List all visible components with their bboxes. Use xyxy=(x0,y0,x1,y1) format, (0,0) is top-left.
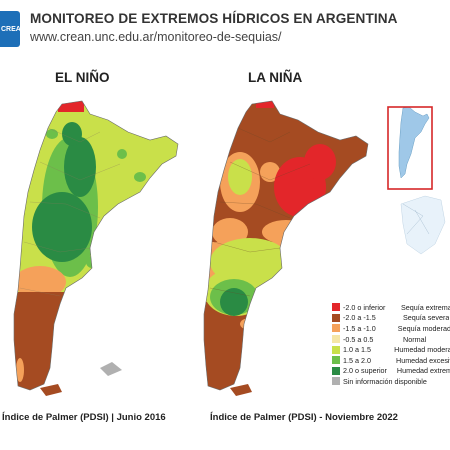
legend-swatch xyxy=(332,377,340,386)
legend-range: -2.0 o inferior xyxy=(343,302,386,312)
legend-swatch xyxy=(332,303,340,312)
legend-item: -2.0 o inferior Sequía extrema xyxy=(332,302,450,313)
legend-item: -1.5 a -1.0 Sequía moderada xyxy=(332,323,450,334)
legend-item: -2.0 a -1.5 Sequía severa xyxy=(332,313,450,324)
legend-swatch xyxy=(332,356,340,365)
legend-desc: Humedad excesiva xyxy=(396,355,450,365)
el-nino-pdsi-map xyxy=(13,100,179,396)
map-title-la-nina: LA NIÑA xyxy=(248,70,303,85)
legend-swatch xyxy=(332,335,340,344)
page-title: MONITOREO DE EXTREMOS HÍDRICOS EN ARGENT… xyxy=(30,11,398,26)
legend-desc: Sequía severa xyxy=(403,313,450,323)
legend-range: 2.0 o superior xyxy=(343,366,387,376)
legend-range: -2.0 a -1.5 xyxy=(343,313,376,323)
legend-range: -0.5 a 0.5 xyxy=(343,334,374,344)
legend-range: Sin información disponible xyxy=(343,376,427,386)
map-title-el-nino: EL NIÑO xyxy=(55,70,110,85)
legend-item: 1.0 a 1.5 Humedad moderada xyxy=(332,344,450,355)
legend-item: -0.5 a 0.5 Normal xyxy=(332,334,450,345)
legend-desc: Normal xyxy=(403,334,427,344)
legend-range: 1.5 a 2.0 xyxy=(343,355,371,365)
legend-range: -1.5 a -1.0 xyxy=(343,323,376,333)
legend-desc: Sequía extrema xyxy=(400,302,450,312)
crean-logo: CREAN xyxy=(0,11,26,47)
legend-desc: Humedad extrema xyxy=(396,366,450,376)
legend-swatch xyxy=(332,313,340,322)
caption-el-nino: Índice de Palmer (PDSI) | Junio 2016 xyxy=(2,412,166,423)
legend-swatch xyxy=(332,345,340,354)
legend-desc: Sequía moderada xyxy=(397,323,450,333)
legend-range: 1.0 a 1.5 xyxy=(343,345,371,355)
legend-item: 2.0 o superior Humedad extrema xyxy=(332,366,450,377)
legend-item: 1.5 a 2.0 Humedad excesiva xyxy=(332,355,450,366)
legend-swatch xyxy=(332,366,340,375)
legend-desc: Humedad moderada xyxy=(394,345,450,355)
la-nina-pdsi-map xyxy=(203,100,369,396)
locator-inset-map xyxy=(387,106,446,255)
legend-swatch xyxy=(332,324,340,333)
source-url[interactable]: www.crean.unc.edu.ar/monitoreo-de-sequia… xyxy=(30,30,282,44)
legend-item: Sin información disponible xyxy=(332,376,450,387)
pdsi-legend: -2.0 o inferior Sequía extrema -2.0 a -1… xyxy=(332,302,450,387)
caption-la-nina: Índice de Palmer (PDSI) - Noviembre 2022 xyxy=(210,412,398,423)
